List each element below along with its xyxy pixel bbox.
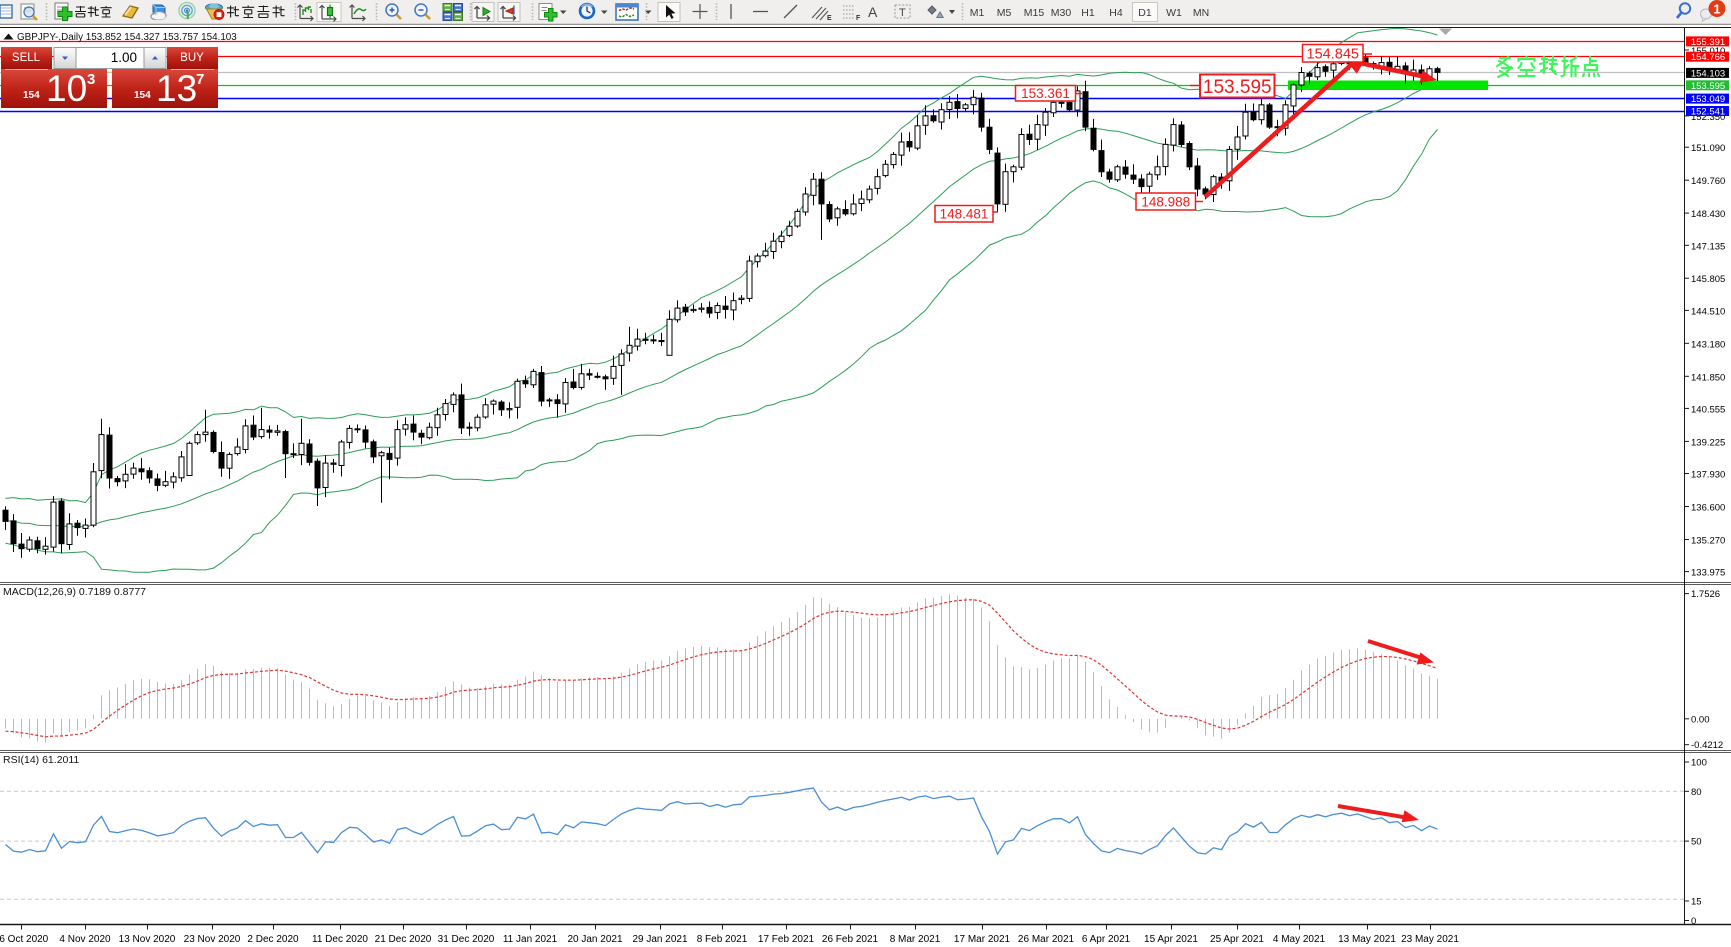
svg-text:T: T <box>899 7 906 19</box>
svg-text:A: A <box>868 4 878 20</box>
svg-text:26 Feb 2021: 26 Feb 2021 <box>822 934 879 945</box>
svg-text:1.7526: 1.7526 <box>1691 589 1720 600</box>
svg-text:25 Apr 2021: 25 Apr 2021 <box>1210 934 1264 945</box>
svg-text:F: F <box>856 15 861 22</box>
svg-text:15 Apr 2021: 15 Apr 2021 <box>1144 934 1198 945</box>
svg-text:11 Dec 2020: 11 Dec 2020 <box>312 934 368 945</box>
svg-text:GBPJPY-,Daily 153.852 154.327: GBPJPY-,Daily 153.852 154.327 153.757 15… <box>17 32 237 43</box>
svg-text:137.930: 137.930 <box>1691 470 1725 481</box>
svg-text:147.135: 147.135 <box>1691 241 1725 252</box>
svg-text:M5: M5 <box>997 7 1012 19</box>
svg-text:23 Nov 2020: 23 Nov 2020 <box>184 934 241 945</box>
svg-text:13 Nov 2020: 13 Nov 2020 <box>119 934 176 945</box>
svg-text:153.595: 153.595 <box>1691 81 1725 92</box>
svg-text:50: 50 <box>1691 837 1702 848</box>
svg-text:H1: H1 <box>1081 7 1095 19</box>
svg-text:6 Apr 2021: 6 Apr 2021 <box>1082 934 1131 945</box>
svg-text:M15: M15 <box>1024 7 1045 19</box>
svg-text:7: 7 <box>196 71 204 88</box>
svg-text:133.975: 133.975 <box>1691 568 1725 579</box>
svg-text:D1: D1 <box>1138 7 1152 19</box>
svg-text:BUY: BUY <box>180 52 204 64</box>
svg-text:141.850: 141.850 <box>1691 372 1725 383</box>
svg-text:155.391: 155.391 <box>1691 37 1725 48</box>
svg-text:3: 3 <box>87 71 95 88</box>
svg-text:H4: H4 <box>1109 7 1123 19</box>
svg-text:M1: M1 <box>970 7 985 19</box>
svg-text:8 Mar 2021: 8 Mar 2021 <box>890 934 941 945</box>
svg-text:26 Oct 2020: 26 Oct 2020 <box>0 934 49 945</box>
svg-text:M30: M30 <box>1051 7 1072 19</box>
svg-text:17 Feb 2021: 17 Feb 2021 <box>758 934 815 945</box>
svg-text:0.00: 0.00 <box>1691 714 1710 725</box>
svg-text:152.350: 152.350 <box>1691 112 1725 123</box>
svg-text:152.541: 152.541 <box>1691 107 1725 118</box>
svg-text:4 May 2021: 4 May 2021 <box>1273 934 1326 945</box>
svg-text:MACD(12,26,9) 0.7189 0.8777: MACD(12,26,9) 0.7189 0.8777 <box>3 586 146 598</box>
svg-text:13 May 2021: 13 May 2021 <box>1338 934 1396 945</box>
svg-text:0: 0 <box>1691 916 1696 927</box>
svg-text:20 Jan 2021: 20 Jan 2021 <box>567 934 622 945</box>
svg-text:100: 100 <box>1691 758 1707 769</box>
svg-text:11 Jan 2021: 11 Jan 2021 <box>503 934 558 945</box>
svg-text:MN: MN <box>1193 7 1209 19</box>
svg-text:135.270: 135.270 <box>1691 536 1725 547</box>
svg-text:E: E <box>827 15 832 22</box>
svg-text:23 May 2021: 23 May 2021 <box>1401 934 1459 945</box>
svg-text:26 Mar 2021: 26 Mar 2021 <box>1018 934 1075 945</box>
svg-text:148.481: 148.481 <box>940 207 989 222</box>
svg-text:SELL: SELL <box>12 52 41 64</box>
svg-text:151.090: 151.090 <box>1691 143 1725 154</box>
svg-text:154: 154 <box>23 90 40 101</box>
svg-text:31 Dec 2020: 31 Dec 2020 <box>438 934 495 945</box>
svg-text:15: 15 <box>1691 897 1702 908</box>
svg-text:136.600: 136.600 <box>1691 503 1725 514</box>
svg-text:RSI(14) 61.2011: RSI(14) 61.2011 <box>3 754 79 766</box>
svg-text:-0.4212: -0.4212 <box>1691 740 1723 751</box>
svg-text:140.555: 140.555 <box>1691 404 1725 415</box>
svg-text:154.766: 154.766 <box>1691 52 1725 63</box>
svg-text:10: 10 <box>46 68 87 109</box>
svg-text:W1: W1 <box>1166 7 1182 19</box>
svg-text:155.010: 155.010 <box>1691 46 1725 57</box>
svg-text:149.760: 149.760 <box>1691 176 1725 187</box>
svg-text:139.225: 139.225 <box>1691 437 1725 448</box>
svg-text:153.361: 153.361 <box>1021 86 1070 101</box>
svg-text:145.805: 145.805 <box>1691 274 1725 285</box>
svg-text:154: 154 <box>134 90 151 101</box>
svg-text:4 Nov 2020: 4 Nov 2020 <box>59 934 111 945</box>
svg-text:2 Dec 2020: 2 Dec 2020 <box>247 934 299 945</box>
svg-text:144.510: 144.510 <box>1691 306 1725 317</box>
svg-text:154.845: 154.845 <box>1307 46 1359 62</box>
svg-text:154.103: 154.103 <box>1691 68 1725 79</box>
svg-text:8 Feb 2021: 8 Feb 2021 <box>697 934 748 945</box>
svg-text:1: 1 <box>1713 2 1720 17</box>
svg-text:148.430: 148.430 <box>1691 209 1725 220</box>
svg-text:1.00: 1.00 <box>111 50 137 65</box>
svg-text:29 Jan 2021: 29 Jan 2021 <box>632 934 687 945</box>
svg-text:80: 80 <box>1691 787 1702 798</box>
svg-text:153.049: 153.049 <box>1691 94 1725 105</box>
svg-text:153.595: 153.595 <box>1203 77 1272 98</box>
svg-text:13: 13 <box>156 68 197 109</box>
svg-text:17 Mar 2021: 17 Mar 2021 <box>954 934 1011 945</box>
svg-text:148.988: 148.988 <box>1141 194 1190 209</box>
svg-text:21 Dec 2020: 21 Dec 2020 <box>375 934 432 945</box>
svg-text:143.180: 143.180 <box>1691 339 1725 350</box>
